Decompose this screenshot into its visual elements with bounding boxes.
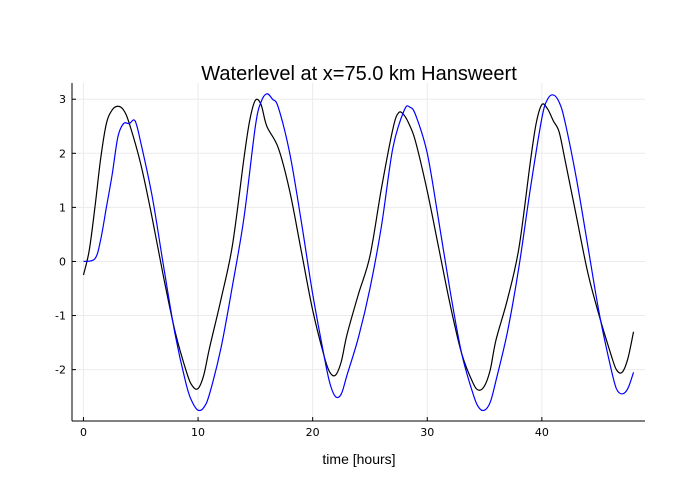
grid [72,83,645,421]
x-tick-label: 40 [535,426,549,439]
y-tick-label: 3 [59,93,66,106]
series-line-2 [83,93,635,412]
x-tick-label: 10 [191,426,205,439]
tick-labels: 0 10 20 30 40 -2 -1 0 1 2 3 [55,93,549,439]
chart-title: Waterlevel at x=75.0 km Hansweert [201,63,517,85]
x-tick-label: 30 [420,426,434,439]
y-tick-label: -2 [55,364,66,377]
y-tick-label: -1 [55,310,66,323]
series-lines [82,93,635,412]
x-tick-label: 20 [306,426,320,439]
y-tick-label: 1 [59,201,66,214]
series-line-1 [82,98,635,391]
y-tick-label: 2 [59,147,66,160]
x-axis-label: time [hours] [322,451,395,467]
axes [71,83,645,422]
x-tick-label: 0 [80,426,87,439]
y-tick-label: 0 [59,255,66,268]
